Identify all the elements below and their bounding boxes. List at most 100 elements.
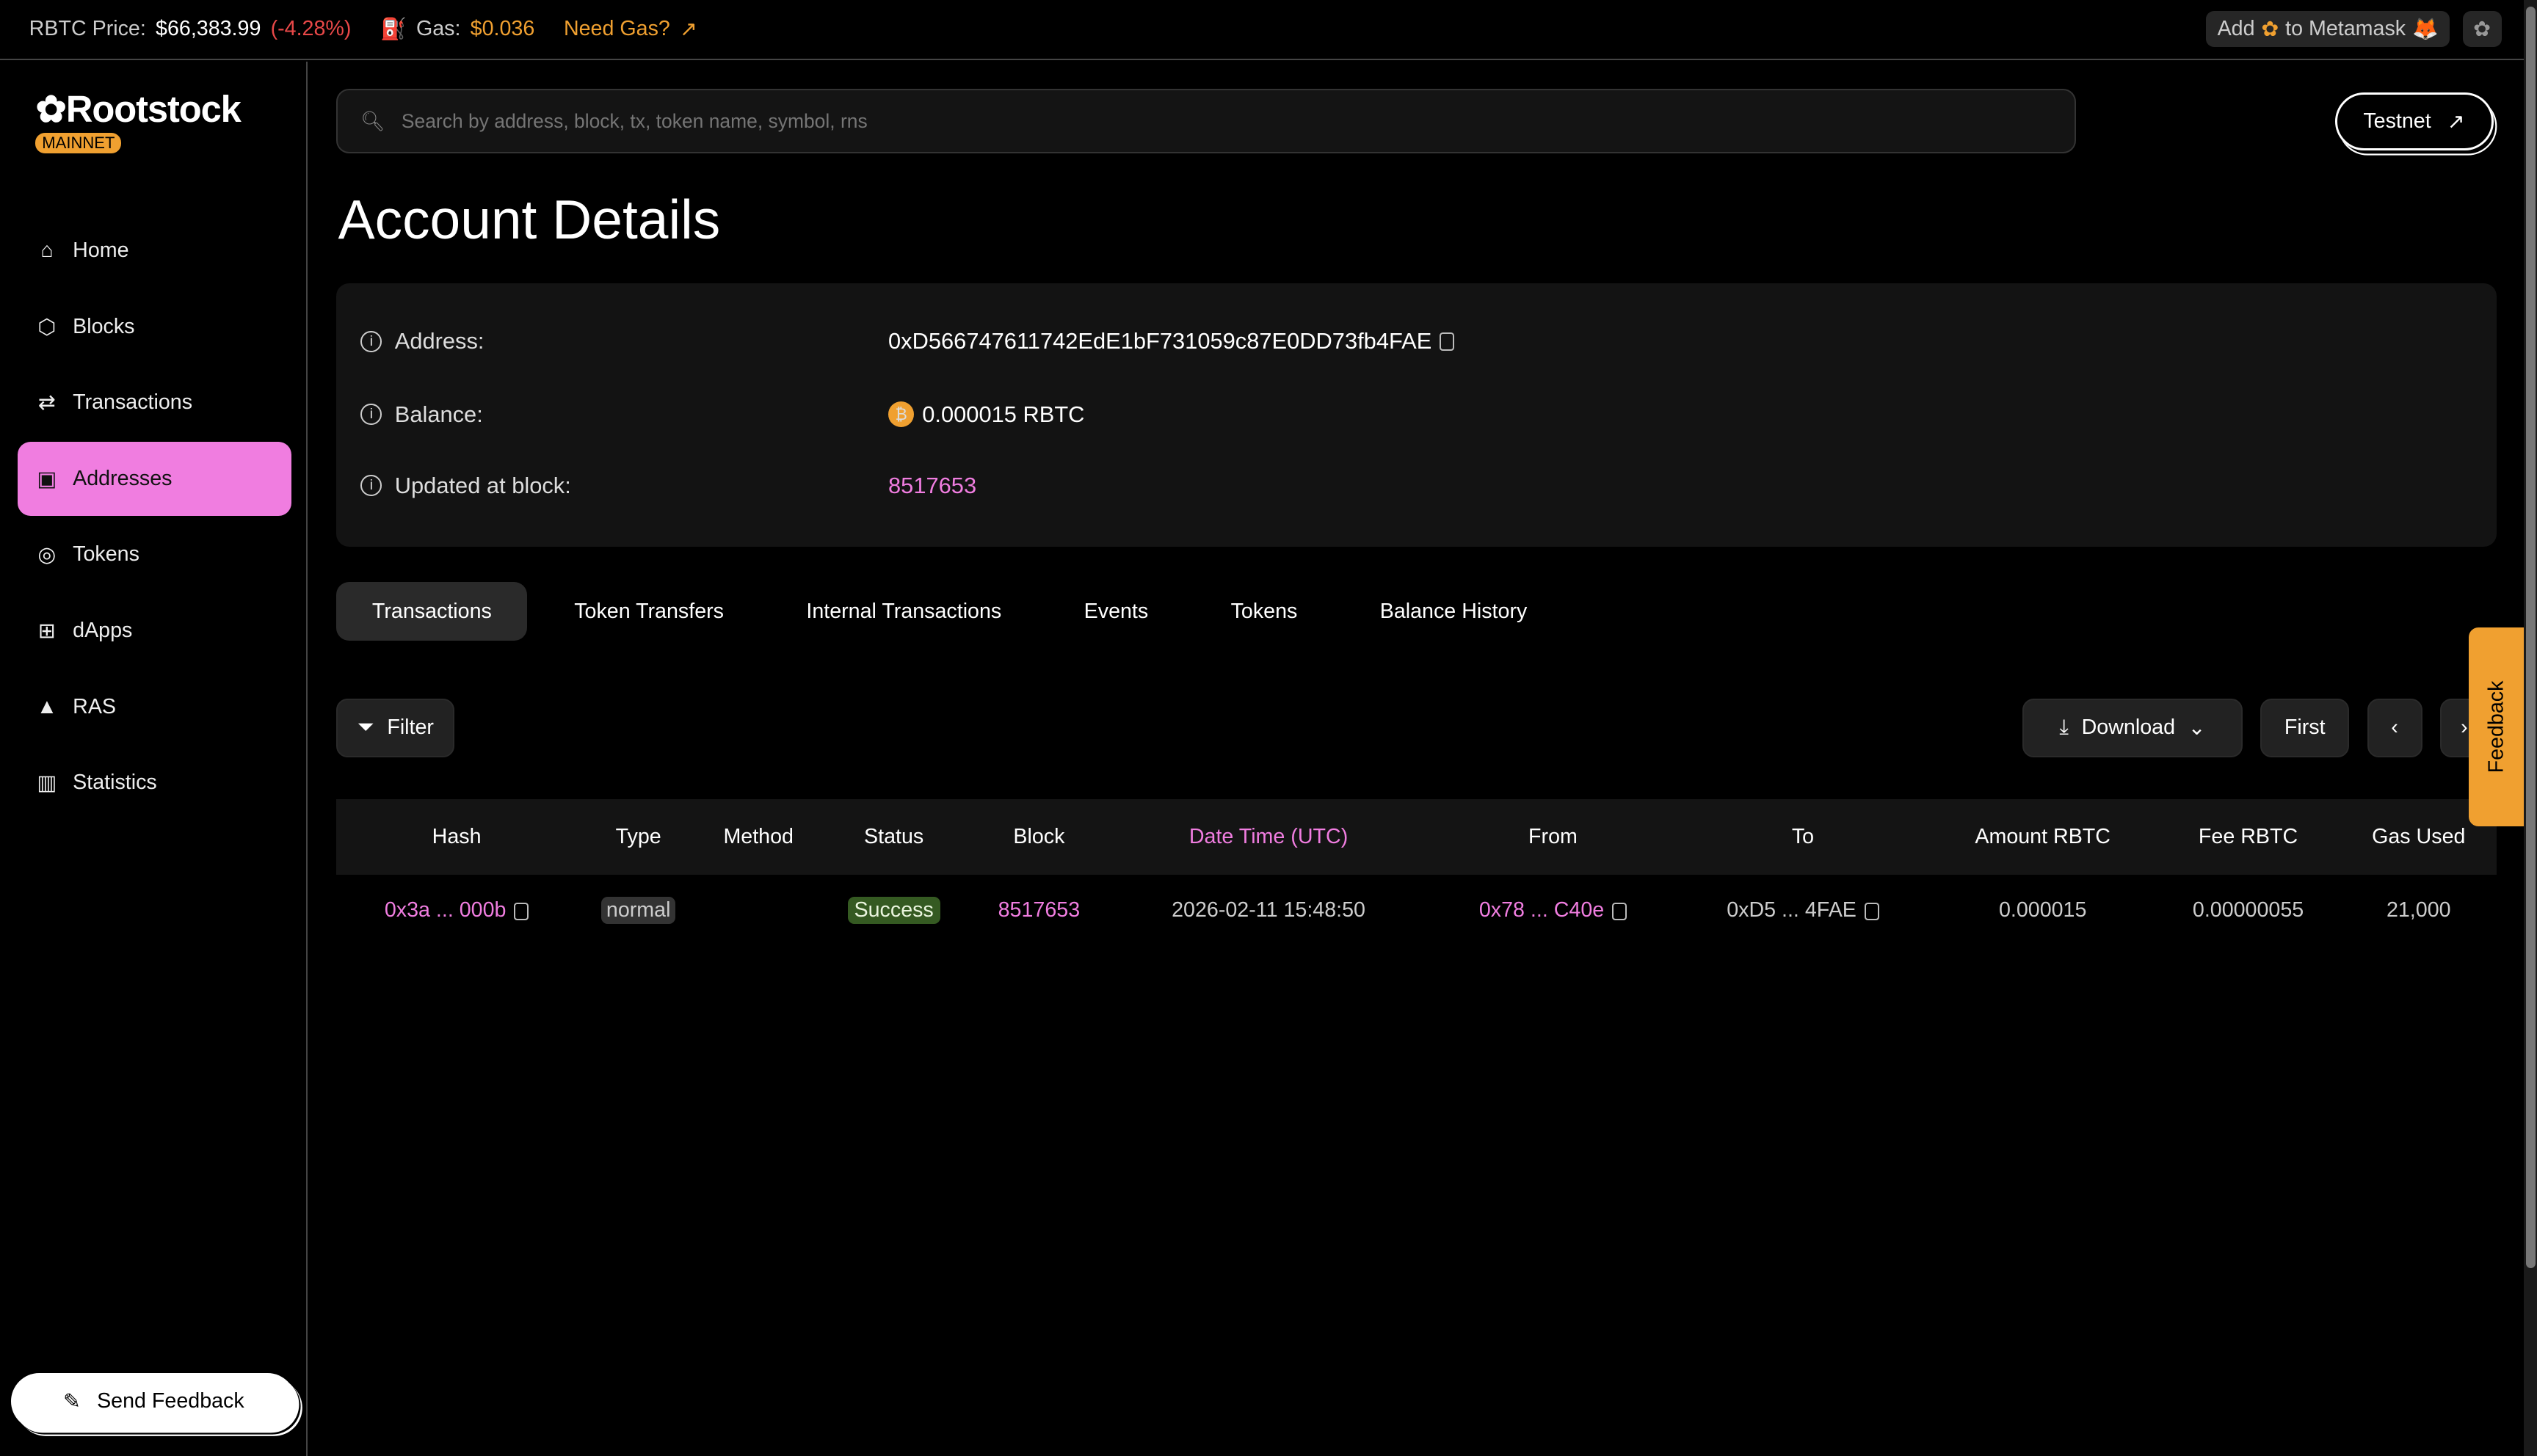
sidebar-item-ras[interactable]: ▲ RAS xyxy=(18,669,291,743)
contact-icon: ▣ xyxy=(37,467,57,491)
balance-label: Balance: xyxy=(394,401,483,427)
sidebar-item-label: RAS xyxy=(73,694,117,718)
filter-button[interactable]: ⏷ Filter xyxy=(336,699,455,757)
apps-icon: ⊞ xyxy=(37,619,56,644)
gas-cell: 21,000 xyxy=(2386,898,2451,922)
gas-label: Gas: xyxy=(415,17,461,41)
send-feedback-label: Send Feedback xyxy=(97,1389,244,1413)
sidebar-item-dapps[interactable]: ⊞ dApps xyxy=(18,594,291,668)
block-link[interactable]: 8517653 xyxy=(998,898,1081,922)
info-icon: i xyxy=(360,404,382,425)
filter-icon: ⏷ xyxy=(357,716,374,740)
prev-page-button[interactable]: ‹ xyxy=(2367,699,2422,757)
search-icon: 🔍︎ xyxy=(360,109,385,132)
sidebar-item-label: Home xyxy=(73,239,129,263)
account-details-card: i Address: 0xD566747611742EdE1bF731059c87E… xyxy=(336,283,2497,547)
status-badge: Success xyxy=(847,897,940,924)
scrollbar-thumb[interactable] xyxy=(2525,6,2536,1268)
first-label: First xyxy=(2284,716,2326,740)
page-title: Account Details xyxy=(338,188,721,250)
address-value: 0xD566747611742EdE1bF731059c87E0DD73fb4F… xyxy=(888,328,1432,354)
col-type: Type xyxy=(576,798,700,876)
network-switch-button[interactable]: ✿ xyxy=(2462,11,2502,47)
add-label: Add xyxy=(2217,17,2255,41)
first-page-button[interactable]: First xyxy=(2260,699,2350,757)
copy-icon[interactable] xyxy=(1612,902,1627,920)
home-icon: ⌂ xyxy=(40,239,54,263)
gas-price: $0.036 xyxy=(470,17,535,41)
sidebar-item-home[interactable]: ⌂ Home xyxy=(18,214,291,288)
sidebar-item-tokens[interactable]: ◎ Tokens xyxy=(18,517,291,592)
block-label: Updated at block: xyxy=(394,472,571,498)
coins-icon: ◎ xyxy=(37,543,57,567)
sidebar-item-addresses[interactable]: ▣ Addresses xyxy=(18,441,291,517)
download-button[interactable]: ⤓ Download ⌄ xyxy=(2022,699,2243,757)
brand-name: Rootstock xyxy=(65,88,242,130)
balance-value: 0.000015 RBTC xyxy=(922,401,1085,427)
chevron-down-icon: ⌄ xyxy=(2188,716,2206,740)
logo[interactable]: ✿Rootstock xyxy=(35,88,242,130)
price-change: (-4.28%) xyxy=(270,17,352,41)
cube-icon: ⬡ xyxy=(37,315,57,339)
external-link-icon: ↗ xyxy=(2447,109,2465,134)
amount-cell: 0.000015 xyxy=(1998,898,2087,922)
feedback-note-icon: ✎ xyxy=(63,1390,81,1414)
from-address-link[interactable]: 0x78 ... C40e xyxy=(1478,898,1605,922)
metamask-fox-icon: 🦊 xyxy=(2411,18,2439,42)
sidebar-item-label: Addresses xyxy=(73,466,173,490)
sidebar-item-label: Transactions xyxy=(73,390,193,415)
triangle-icon: ▲ xyxy=(36,694,58,718)
search-input[interactable] xyxy=(401,109,1858,133)
sidebar-item-blocks[interactable]: ⬡ Blocks xyxy=(18,290,291,364)
col-to: To xyxy=(1676,798,1930,876)
address-label: Address: xyxy=(394,328,484,354)
sidebar-item-label: dApps xyxy=(73,619,133,643)
feedback-tab[interactable]: Feedback xyxy=(2469,627,2525,827)
top-bar: RBTC Price: $66,383.99 (-4.28%) ⛽ Gas: $… xyxy=(0,0,2525,60)
col-fee: Fee RBTC xyxy=(2155,798,2341,876)
price-label: RBTC Price: xyxy=(29,17,146,41)
add-to-metamask-button[interactable]: Add ✿ to Metamask 🦊 xyxy=(2206,11,2450,47)
tab-tokens[interactable]: Tokens xyxy=(1230,599,1298,623)
tab-internal-transactions[interactable]: Internal Transactions xyxy=(806,599,1002,623)
copy-icon[interactable] xyxy=(514,902,529,920)
fee-cell: 0.00000055 xyxy=(2192,898,2304,922)
search-bar: 🔍︎ xyxy=(336,89,2076,154)
download-label: Download xyxy=(2081,716,2175,740)
chart-icon: ▥ xyxy=(37,771,57,796)
send-feedback-button[interactable]: ✎ Send Feedback xyxy=(11,1373,297,1430)
copy-icon[interactable] xyxy=(1864,902,1879,920)
feedback-label: Feedback xyxy=(2484,680,2508,774)
sidebar-item-statistics[interactable]: ▥ Statistics xyxy=(18,746,291,820)
sidebar-item-transactions[interactable]: ⇄ Transactions xyxy=(18,365,291,440)
to-address: 0xD5 ... 4FAE xyxy=(1727,898,1857,922)
rootstock-logo-icon: ✿ xyxy=(2261,18,2279,42)
table-row: 0x3a ... 000b normal Success 8517653 202… xyxy=(336,875,2496,946)
tab-balance-history[interactable]: Balance History xyxy=(1379,599,1528,623)
info-icon: i xyxy=(360,331,382,352)
sidebar-item-label: Tokens xyxy=(73,542,139,567)
col-method: Method xyxy=(700,798,817,876)
method-cell xyxy=(700,875,817,946)
table-header: Hash Type Method Status Block Date Time … xyxy=(336,798,2497,876)
datetime-cell: 2026-02-11 15:48:50 xyxy=(1172,898,1365,922)
col-amount: Amount RBTC xyxy=(1929,798,2156,876)
copy-icon[interactable] xyxy=(1440,332,1455,351)
tx-hash-link[interactable]: 0x3a ... 000b xyxy=(384,898,507,922)
tab-events[interactable]: Events xyxy=(1084,599,1149,623)
testnet-button[interactable]: Testnet ↗ xyxy=(2334,92,2494,150)
need-gas-link[interactable]: Need Gas? xyxy=(563,17,670,41)
external-link-icon: ↗ xyxy=(680,18,698,42)
block-link[interactable]: 8517653 xyxy=(888,472,977,498)
tab-token-transfers[interactable]: Token Transfers xyxy=(574,599,724,623)
type-badge: normal xyxy=(601,897,676,924)
col-datetime[interactable]: Date Time (UTC) xyxy=(1107,798,1430,876)
sidebar-item-label: Statistics xyxy=(73,771,157,795)
gas-pump-icon: ⛽ xyxy=(380,18,407,42)
sidebar: ✿Rootstock MAINNET ⌂ Home ⬡ Blocks ⇄ Transa… xyxy=(0,61,308,1456)
metamask-label: to Metamask xyxy=(2285,17,2406,41)
rbtc-price: $66,383.99 xyxy=(156,17,261,41)
transactions-table: Hash Type Method Status Block Date Time … xyxy=(336,798,2497,947)
tab-transactions[interactable]: Transactions xyxy=(336,582,528,641)
